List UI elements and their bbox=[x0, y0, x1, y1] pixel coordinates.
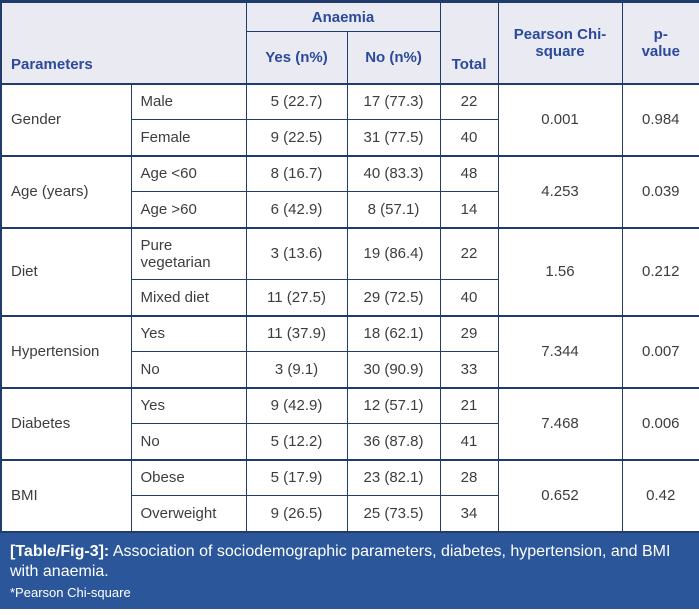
cell-total: 22 bbox=[439, 226, 499, 280]
cell-anaemia-no: 23 (82.1) bbox=[346, 458, 441, 496]
cell-total: 21 bbox=[439, 386, 499, 424]
cell-anaemia-no: 25 (73.5) bbox=[346, 495, 441, 532]
column-header-anaemia: Anaemia bbox=[245, 1, 441, 32]
caption-footnote: *Pearson Chi-square bbox=[10, 584, 131, 600]
cell-subgroup: No bbox=[130, 351, 247, 388]
cell-total: 22 bbox=[439, 82, 499, 120]
cell-subgroup: Yes bbox=[130, 314, 247, 352]
column-header-parameters: Parameters bbox=[0, 1, 247, 84]
cell-p-value: 0.006 bbox=[621, 386, 699, 460]
cell-anaemia-yes: 11 (27.5) bbox=[245, 279, 348, 316]
cell-subgroup: Yes bbox=[130, 386, 247, 424]
cell-subgroup: Mixed diet bbox=[130, 279, 247, 316]
caption-text: Association of sociodemographic paramete… bbox=[10, 542, 671, 580]
statistics-table: Parameters Anaemia Total Pearson Chi-squ… bbox=[0, 0, 699, 533]
cell-anaemia-no: 31 (77.5) bbox=[346, 119, 441, 156]
cell-total: 33 bbox=[439, 351, 499, 388]
cell-anaemia-yes: 6 (42.9) bbox=[245, 191, 348, 228]
cell-p-value: 0.039 bbox=[621, 154, 699, 228]
cell-total: 34 bbox=[439, 495, 499, 532]
column-header-chi-square: Pearson Chi-square bbox=[497, 1, 623, 84]
cell-anaemia-no: 8 (57.1) bbox=[346, 191, 441, 228]
p-value-label: p-value bbox=[641, 25, 680, 60]
cell-parameter-category: Gender bbox=[0, 82, 132, 156]
table-row: Mixed diet 11 (27.5) 29 (72.5) 40 bbox=[1, 279, 699, 316]
cell-anaemia-yes: 3 (9.1) bbox=[245, 351, 348, 388]
cell-anaemia-no: 18 (62.1) bbox=[346, 314, 441, 352]
column-header-anaemia-yes: Yes (n%) bbox=[245, 31, 348, 84]
cell-anaemia-yes: 8 (16.7) bbox=[245, 154, 348, 192]
table-row: Hypertension Yes 11 (37.9) 18 (62.1) 29 … bbox=[0, 314, 699, 388]
cell-p-value: 0.212 bbox=[621, 226, 699, 316]
table-row: Diabetes Yes 9 (42.9) 12 (57.1) 21 7.468… bbox=[0, 386, 699, 460]
cell-parameter-category: Diet bbox=[0, 226, 132, 316]
cell-total: 40 bbox=[439, 119, 499, 156]
cell-parameter-category: Diabetes bbox=[0, 386, 132, 460]
table-row: Age (years) Age <60 8 (16.7) 40 (83.3) 4… bbox=[0, 154, 699, 228]
cell-subgroup: No bbox=[130, 423, 247, 460]
cell-parameter-category: BMI bbox=[0, 458, 132, 532]
cell-p-value: 0.984 bbox=[621, 82, 699, 156]
table-row: Gender Male 5 (22.7) 17 (77.3) 22 0.001 … bbox=[0, 82, 699, 156]
cell-subgroup: Male bbox=[130, 82, 247, 120]
table-row: BMI Obese 5 (17.9) 23 (82.1) 28 0.652 0.… bbox=[0, 458, 699, 532]
cell-p-value: 0.007 bbox=[621, 314, 699, 388]
cell-anaemia-no: 30 (90.9) bbox=[346, 351, 441, 388]
caption-label: [Table/Fig-3]: bbox=[10, 542, 110, 560]
table-row: No 3 (9.1) 30 (90.9) 33 bbox=[1, 351, 699, 388]
cell-anaemia-yes: 9 (26.5) bbox=[245, 495, 348, 532]
header-row-1: Parameters Anaemia Total Pearson Chi-squ… bbox=[0, 1, 699, 84]
cell-anaemia-no: 17 (77.3) bbox=[346, 82, 441, 120]
cell-anaemia-yes: 5 (22.7) bbox=[245, 82, 348, 120]
table-row: Diet Pure vegetarian 3 (13.6) 19 (86.4) … bbox=[0, 226, 699, 316]
cell-p-value: 0.42 bbox=[621, 458, 699, 532]
cell-subgroup: Female bbox=[130, 119, 247, 156]
cell-subgroup: Age <60 bbox=[130, 154, 247, 192]
cell-parameter-category: Hypertension bbox=[0, 314, 132, 388]
cell-subgroup: Pure vegetarian bbox=[130, 226, 247, 280]
cell-subgroup: Overweight bbox=[130, 495, 247, 532]
cell-anaemia-yes: 11 (37.9) bbox=[245, 314, 348, 352]
cell-total: 40 bbox=[439, 279, 499, 316]
column-header-anaemia-no: No (n%) bbox=[346, 31, 441, 84]
table-row: Age >60 6 (42.9) 8 (57.1) 14 bbox=[1, 191, 699, 228]
column-header-total: Total bbox=[439, 1, 499, 84]
cell-total: 29 bbox=[439, 314, 499, 352]
cell-anaemia-yes: 3 (13.6) bbox=[245, 226, 348, 280]
header-row-2: Yes (n%) No (n%) bbox=[1, 31, 699, 84]
cell-chi-square: 7.344 bbox=[497, 314, 623, 388]
cell-subgroup: Age >60 bbox=[130, 191, 247, 228]
cell-anaemia-yes: 5 (17.9) bbox=[245, 458, 348, 496]
cell-chi-square: 1.56 bbox=[497, 226, 623, 316]
column-header-p-value: p-value bbox=[621, 1, 699, 84]
cell-anaemia-yes: 9 (42.9) bbox=[245, 386, 348, 424]
cell-total: 48 bbox=[439, 154, 499, 192]
table-row: Female 9 (22.5) 31 (77.5) 40 bbox=[1, 119, 699, 156]
cell-total: 14 bbox=[439, 191, 499, 228]
cell-anaemia-no: 12 (57.1) bbox=[346, 386, 441, 424]
bottom-margin bbox=[0, 608, 699, 612]
cell-total: 41 bbox=[439, 423, 499, 460]
cell-chi-square: 4.253 bbox=[497, 154, 623, 228]
cell-anaemia-no: 29 (72.5) bbox=[346, 279, 441, 316]
cell-chi-square: 0.001 bbox=[497, 82, 623, 156]
cell-chi-square: 0.652 bbox=[497, 458, 623, 532]
cell-anaemia-yes: 9 (22.5) bbox=[245, 119, 348, 156]
table-row: No 5 (12.2) 36 (87.8) 41 bbox=[1, 423, 699, 460]
cell-parameter-category: Age (years) bbox=[0, 154, 132, 228]
cell-total: 28 bbox=[439, 458, 499, 496]
cell-anaemia-no: 40 (83.3) bbox=[346, 154, 441, 192]
cell-anaemia-no: 19 (86.4) bbox=[346, 226, 441, 280]
cell-anaemia-no: 36 (87.8) bbox=[346, 423, 441, 460]
cell-anaemia-yes: 5 (12.2) bbox=[245, 423, 348, 460]
table-row: Overweight 9 (26.5) 25 (73.5) 34 bbox=[1, 495, 699, 532]
figure-caption: [Table/Fig-3]: Association of sociodemog… bbox=[0, 532, 699, 609]
cell-chi-square: 7.468 bbox=[497, 386, 623, 460]
cell-subgroup: Obese bbox=[130, 458, 247, 496]
